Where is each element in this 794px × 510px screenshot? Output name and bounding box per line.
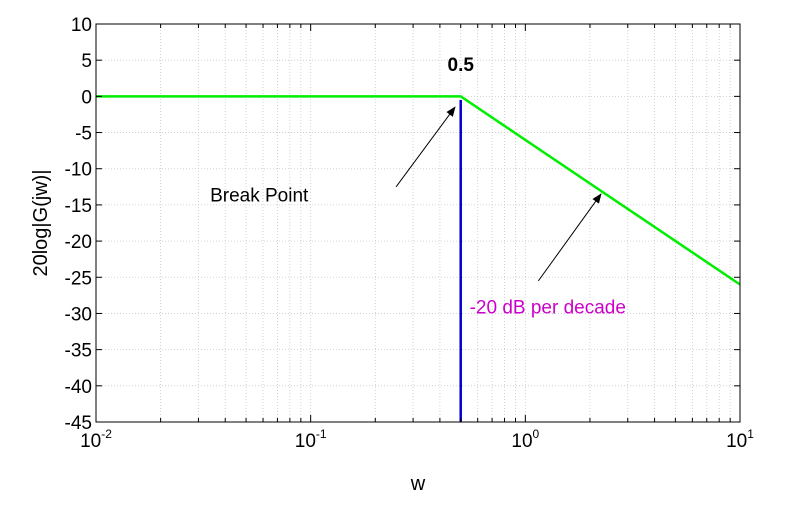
annotation-label: Break Point xyxy=(210,185,309,206)
plot-frame xyxy=(95,23,741,423)
annotation-arrow xyxy=(395,106,456,188)
annotations: 0.5 Break Point -20 dB per decade xyxy=(210,55,626,318)
plot-background xyxy=(96,24,740,422)
y-tick-label: -35 xyxy=(65,341,92,362)
series-layer xyxy=(96,95,741,422)
y-tick-label: -45 xyxy=(65,413,92,434)
y-tick-label: -30 xyxy=(65,304,92,325)
x-tick-label: 100 xyxy=(511,427,539,452)
annotation-label: -20 dB per decade xyxy=(470,297,626,318)
magnitude-series-line xyxy=(96,95,741,286)
x-tick-label: 10-1 xyxy=(295,427,327,452)
y-tick-label: -5 xyxy=(75,124,92,145)
y-tick-label: 10 xyxy=(71,15,92,36)
y-tick-label: 0 xyxy=(81,87,92,108)
y-tick-label: 5 xyxy=(81,51,92,72)
y-tick-label: -20 xyxy=(65,232,92,253)
grid xyxy=(96,24,740,422)
y-axis-label: 20log|G(jw)| xyxy=(30,169,52,276)
x-tick-label: 101 xyxy=(726,427,754,452)
y-tick-label: -10 xyxy=(65,160,92,181)
y-tick-label: -40 xyxy=(65,377,92,398)
x-tick-label: 10-2 xyxy=(80,427,112,452)
y-tick-label: -15 xyxy=(65,196,92,217)
annotation-label: 0.5 xyxy=(448,55,475,76)
annotation-arrow xyxy=(537,193,602,282)
x-axis-label: w xyxy=(410,473,426,495)
y-tick-label: -25 xyxy=(65,268,92,289)
